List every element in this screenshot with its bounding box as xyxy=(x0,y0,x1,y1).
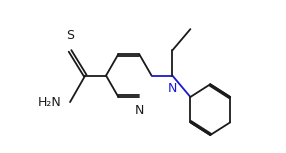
Text: H₂N: H₂N xyxy=(37,96,61,109)
Text: N: N xyxy=(168,82,177,95)
Text: N: N xyxy=(134,104,144,117)
Text: S: S xyxy=(66,29,74,42)
